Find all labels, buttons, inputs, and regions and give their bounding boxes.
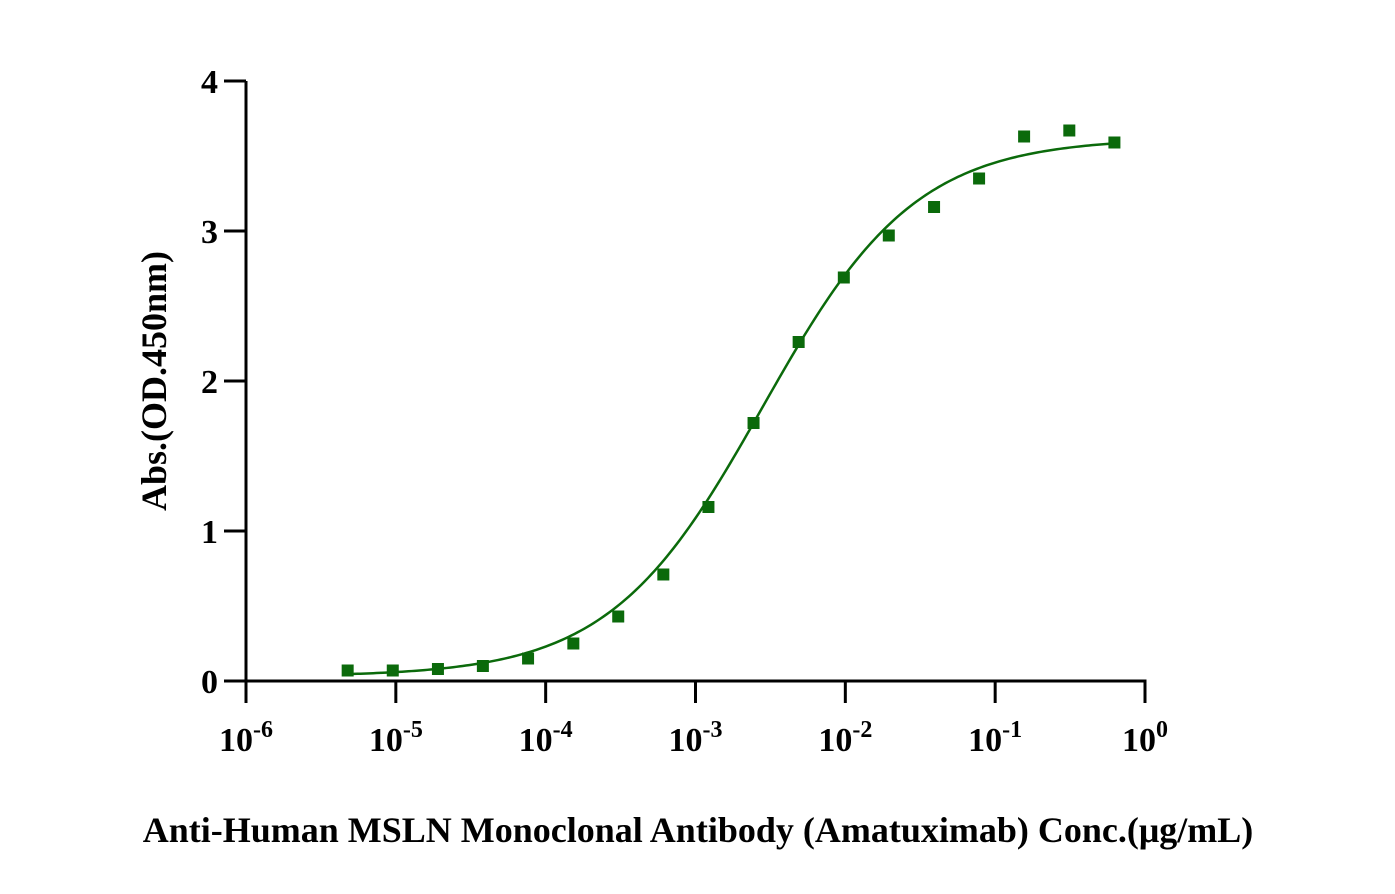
x-tick-label: 10-2 [818,717,872,759]
axes [244,81,1147,683]
fit-curve [347,142,1115,676]
x-tick-base: 10 [519,722,553,759]
x-tick-label: 100 [1122,717,1168,759]
y-tick-label: 1 [201,514,218,551]
x-tick-exponent: 0 [1156,717,1168,743]
x-ticks: 10-6 10-5 10-4 10-3 10-2 10-1 100 [219,681,1168,759]
data-point [567,637,580,650]
x-tick-base: 10 [968,722,1002,759]
data-point [792,336,805,348]
x-axis-title: Anti-Human MSLN Monoclonal Antibody (Ama… [143,810,1253,850]
data-point [1108,136,1121,149]
x-tick-label: 10-5 [369,717,423,759]
x-tick-exponent: -1 [1002,717,1022,743]
x-tick-exponent: -2 [852,717,872,743]
y-tick-label: 2 [201,364,218,401]
y-tick-label: 3 [201,214,218,251]
x-tick-base: 10 [369,722,403,759]
data-point [1018,130,1031,143]
x-tick-label: 10-6 [219,717,273,759]
x-tick-label: 10-3 [669,717,723,759]
data-point [431,663,444,675]
data-point [612,610,625,623]
x-tick-exponent: -6 [253,717,273,743]
x-tick-base: 10 [1122,722,1156,759]
data-point [476,660,489,672]
data-point [702,501,715,513]
data-point [657,568,670,581]
data-point [837,271,850,284]
x-tick-exponent: -4 [553,717,573,743]
x-tick-base: 10 [818,722,852,759]
data-point [882,229,895,242]
x-tick-exponent: -3 [703,717,723,743]
data-point [522,652,535,665]
x-tick-label: 10-4 [519,717,573,759]
y-tick-label: 0 [201,664,218,701]
data-points [341,124,1121,677]
data-point [341,664,354,677]
x-tick-base: 10 [669,722,703,759]
data-point [973,172,986,185]
data-point [747,417,760,429]
data-point [928,201,941,213]
y-ticks: 0 1 2 3 4 [201,64,246,701]
x-tick-label: 10-1 [968,717,1022,759]
y-axis-title: Abs.(OD.450nm) [134,251,174,511]
y-tick-label: 4 [201,64,218,101]
data-point [386,664,399,677]
x-tick-base: 10 [219,722,253,759]
x-tick-exponent: -5 [403,717,423,743]
data-point [1063,124,1076,137]
